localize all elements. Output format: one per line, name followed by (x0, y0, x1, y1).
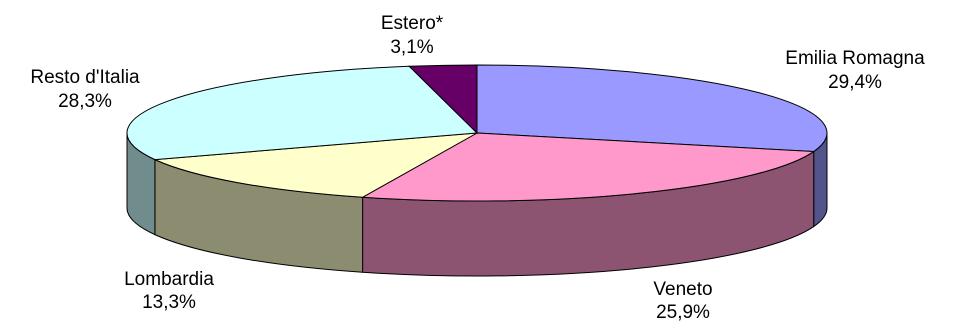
pie-slice-lombardia (152, 132, 478, 198)
pie-top-faces (126, 64, 828, 202)
pie-slice-veneto (360, 132, 816, 202)
slice-label-veneto: Veneto (653, 279, 712, 300)
slice-value-emilia-romagna: 29,4% (828, 72, 882, 93)
slice-value-resto-d-italia: 28,3% (58, 91, 112, 112)
pie-side-walls (126, 132, 828, 277)
slice-label-emilia-romagna: Emilia Romagna (785, 48, 925, 69)
slice-value-estero: 3,1% (390, 37, 433, 58)
pie-slice-resto-d-italia (126, 65, 479, 161)
slice-label-estero: Estero* (381, 13, 444, 34)
pie-slice-emilia-romagna (476, 64, 828, 153)
slice-label-resto-d-italia: Resto d'Italia (30, 67, 140, 88)
pie-slice-estero (408, 64, 478, 135)
slice-label-lombardia: Lombardia (124, 269, 214, 290)
slice-value-lombardia: 13,3% (142, 292, 196, 313)
slice-value-veneto: 25,9% (656, 302, 710, 323)
